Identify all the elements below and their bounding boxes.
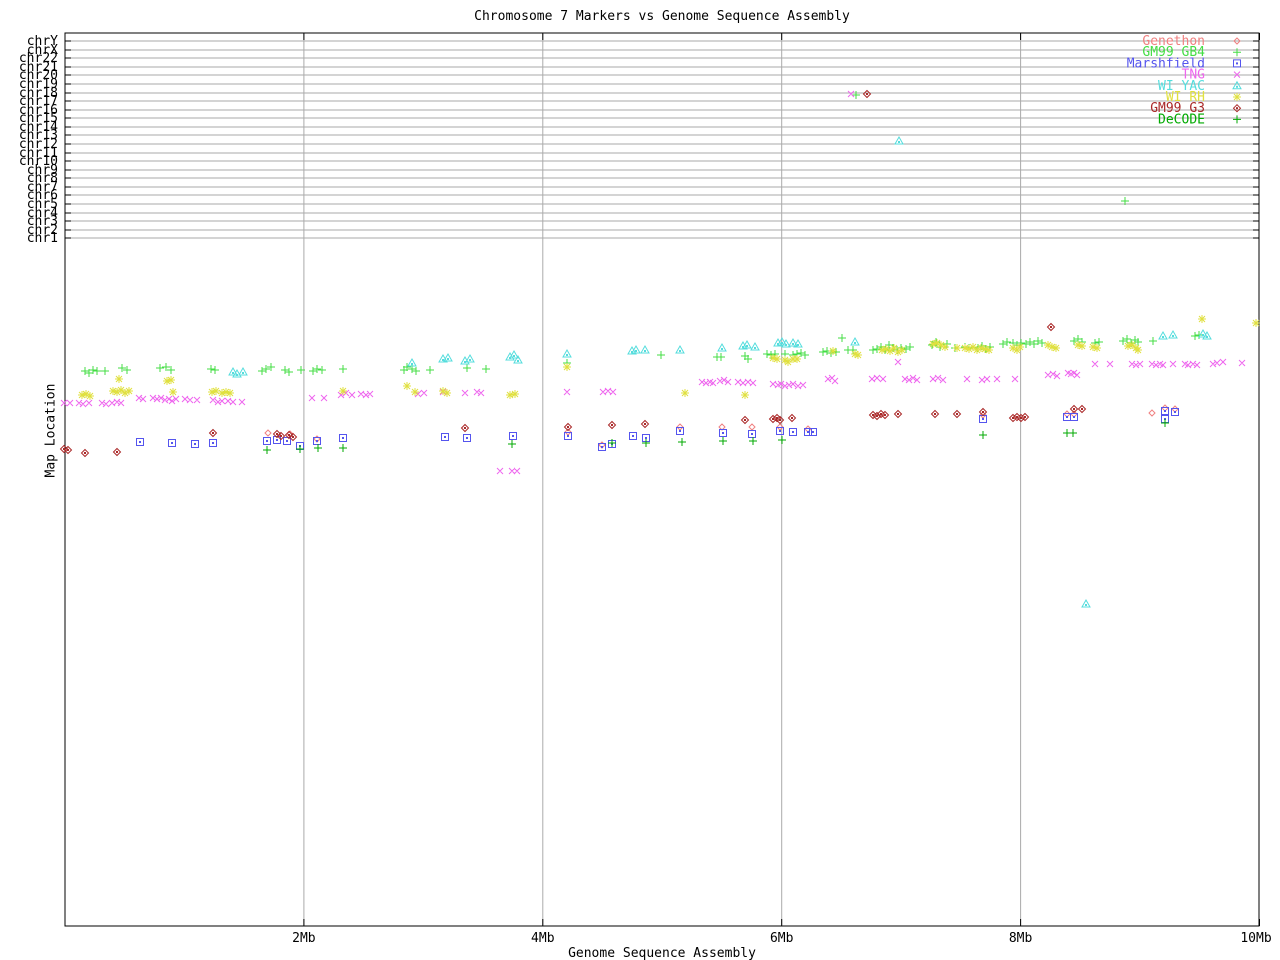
y-tick-label-chr2: chr2 bbox=[27, 223, 58, 238]
y-tick-label-chr17: chr17 bbox=[19, 94, 58, 109]
y-tick-label-chr9: chr9 bbox=[27, 163, 58, 178]
series-points-genethon bbox=[264, 404, 1179, 449]
series-points-marshfield bbox=[136, 407, 1179, 451]
legend-label-wi-rh: WI RH bbox=[1166, 90, 1205, 105]
series-points-wi-yac bbox=[228, 135, 1212, 608]
series-points-tng bbox=[60, 90, 1246, 475]
legend-marker-icon-genethon bbox=[1233, 37, 1241, 45]
y-tick-label-chr4: chr4 bbox=[27, 206, 58, 221]
legend-marker-icon-wi-yac bbox=[1232, 80, 1242, 90]
y-tick-label-chr10: chr10 bbox=[19, 154, 58, 169]
y-tick-label-chr6: chr6 bbox=[27, 188, 58, 203]
series-points-gm99-gb4 bbox=[81, 91, 1203, 377]
legend-marker-icon-gm99-gb4 bbox=[1233, 48, 1241, 57]
series-points-wi-yac-dots bbox=[232, 141, 1208, 606]
x-tick-label-6Mb: 6Mb bbox=[770, 931, 794, 946]
plot-border bbox=[64, 32, 1260, 927]
y-tick-label-chr11: chr11 bbox=[19, 146, 58, 161]
y-tick-label-chr12: chr12 bbox=[19, 137, 58, 152]
legend-label-gm99-gb4: GM99 GB4 bbox=[1142, 45, 1205, 60]
y-tick-label-chr16: chr16 bbox=[19, 103, 58, 118]
series-points-wi-rh bbox=[78, 315, 1260, 400]
y-tick-label-chr19: chr19 bbox=[19, 77, 58, 92]
x-tick-label-8Mb: 8Mb bbox=[1009, 931, 1033, 946]
legend-label-gm99-g3: GM99 G3 bbox=[1150, 101, 1205, 116]
y-tick-label-chr3: chr3 bbox=[27, 214, 58, 229]
legend-marker-icon-gm99-g3 bbox=[1232, 103, 1242, 113]
x-tick-label-10Mb: 10Mb bbox=[1240, 931, 1271, 946]
legend-marker-icon-marshfield bbox=[1233, 59, 1241, 68]
legend-marker-icon-wi-yac-dots bbox=[1236, 85, 1238, 88]
legend-marker-icon-decode bbox=[1233, 115, 1241, 124]
y-tick-label-chr1: chr1 bbox=[27, 231, 58, 246]
legend-label-wi-yac: WI YAC bbox=[1158, 79, 1205, 94]
y-tick-label-chr18: chr18 bbox=[19, 86, 58, 101]
y-tick-label-chr7: chr7 bbox=[27, 180, 58, 195]
legend-label-marshfield: Marshfield bbox=[1127, 56, 1205, 71]
legend-marker-icon-wi-rh bbox=[1233, 93, 1241, 101]
legend-label-tng: TNG bbox=[1182, 68, 1206, 83]
legend-marker-icon-gm99-g3-dots bbox=[1236, 107, 1238, 110]
y-tick-label-chr13: chr13 bbox=[19, 128, 58, 143]
y-tick-label-chr20: chr20 bbox=[19, 68, 58, 83]
y-tick-label-chr22: chr22 bbox=[19, 51, 58, 66]
x-tick-label-4Mb: 4Mb bbox=[531, 931, 555, 946]
legend-label-genethon: Genethon bbox=[1142, 34, 1205, 49]
legend-label-decode: DeCODE bbox=[1158, 112, 1205, 127]
series-points-decode bbox=[263, 419, 1169, 454]
x-axis-title: Genome Sequence Assembly bbox=[568, 946, 756, 960]
y-tick-label-chr15: chr15 bbox=[19, 111, 58, 126]
chart-title: Chromosome 7 Markers vs Genome Sequence … bbox=[474, 9, 850, 24]
y-tick-label-chr21: chr21 bbox=[19, 60, 58, 75]
y-tick-label-chr14: chr14 bbox=[19, 120, 58, 135]
y-tick-label-chrX: chrX bbox=[27, 43, 58, 58]
series-points-gm99-g3 bbox=[59, 89, 1087, 458]
y-tick-label-chr8: chr8 bbox=[27, 171, 58, 186]
x-tick-label-2Mb: 2Mb bbox=[292, 931, 316, 946]
y-tick-label-chr5: chr5 bbox=[27, 197, 58, 212]
legend-marker-icon-marshfield-dots bbox=[1236, 62, 1238, 65]
legend-marker-icon-tng bbox=[1233, 71, 1241, 78]
y-tick-label-chrY: chrY bbox=[27, 34, 58, 49]
